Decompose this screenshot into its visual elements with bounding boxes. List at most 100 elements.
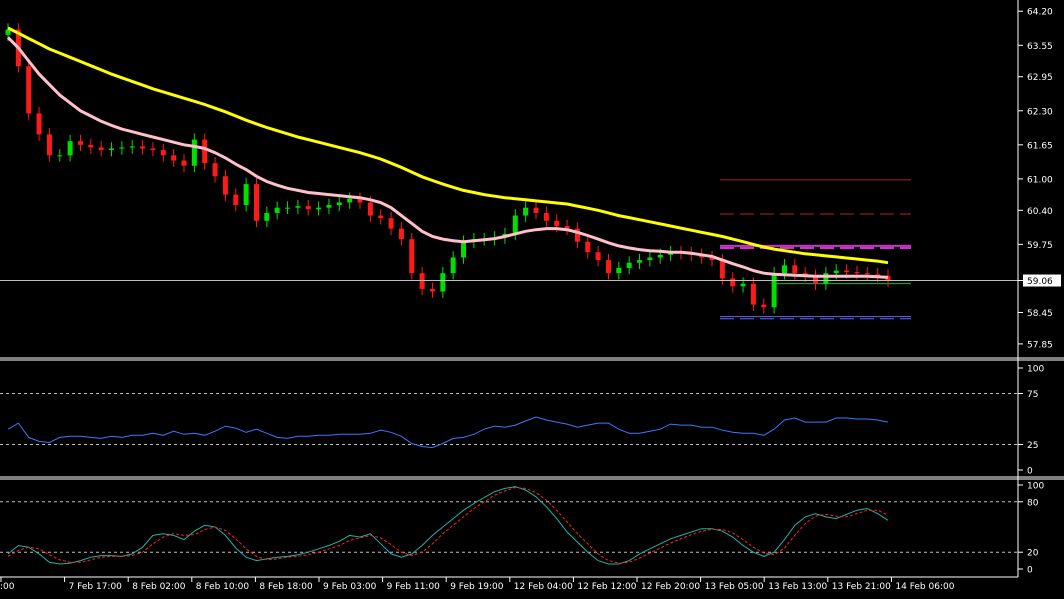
candle-body	[5, 29, 11, 35]
time-axis-label: 12 Feb 12:00	[577, 582, 636, 592]
candle-body	[637, 260, 643, 263]
candle-body	[429, 288, 435, 292]
candle-body	[512, 215, 518, 234]
candle-body	[26, 66, 32, 114]
candle-body	[109, 148, 115, 151]
candle-body	[833, 270, 839, 274]
candle-body	[36, 113, 42, 135]
candle-body	[844, 270, 850, 273]
candle-body	[647, 257, 653, 261]
candle-body	[46, 134, 52, 156]
candle-body	[440, 273, 446, 292]
candle-body	[750, 283, 756, 305]
candle-body	[285, 207, 291, 209]
candle-body	[761, 304, 767, 308]
time-axis-label: 7 Feb 17:00	[69, 582, 123, 592]
candle-body	[523, 207, 529, 216]
candle-body	[864, 273, 870, 275]
time-axis-label: 13 Feb 05:00	[705, 582, 764, 592]
candle-body	[357, 198, 363, 203]
current-price-label-box	[1023, 274, 1061, 287]
frames	[0, 0, 1064, 578]
time-axis-label: 9 Feb 11:00	[387, 582, 441, 592]
candle-body	[326, 205, 332, 208]
price-panel[interactable]	[0, 23, 1018, 320]
candles	[5, 23, 891, 314]
candle-body	[781, 265, 787, 274]
candle-body	[564, 226, 570, 229]
price-axis-label: 58.45	[1027, 309, 1053, 319]
candle-body	[388, 218, 394, 229]
candle-body	[419, 273, 425, 289]
candle-body	[771, 273, 777, 308]
time-axis-label: 12 Feb 20:00	[641, 582, 700, 592]
candle-body	[140, 146, 146, 149]
price-levels	[720, 179, 911, 320]
candle-body	[813, 275, 819, 284]
candle-body	[336, 202, 342, 206]
rsi-panel[interactable]	[0, 393, 1018, 449]
time-axis-label: 14 Feb 06:00	[895, 582, 954, 592]
candle-body	[367, 202, 373, 216]
candle-body	[316, 207, 322, 210]
rsi-axis-label: 0	[1027, 467, 1033, 477]
candle-body	[823, 273, 829, 284]
candle-body	[461, 241, 467, 258]
time-axis-label: 8 Feb 10:00	[196, 582, 250, 592]
rsi-axis-label: 75	[1027, 390, 1038, 400]
candle-body	[88, 144, 94, 148]
candle-body	[202, 139, 208, 164]
candle-body	[274, 207, 280, 213]
stochastic-axis: 100 80 20 0	[1018, 482, 1044, 576]
candle-body	[295, 206, 301, 208]
candle-body	[543, 212, 549, 221]
rsi-line	[7, 416, 889, 449]
candle-body	[347, 198, 353, 203]
candle-body	[450, 257, 456, 274]
rsi-axis: 100 75 25 0	[1018, 365, 1044, 477]
candle-body	[57, 155, 63, 157]
price-axis-label: 61.00	[1027, 175, 1053, 185]
price-axis-label: 62.30	[1027, 107, 1053, 117]
candle-body	[222, 176, 228, 195]
price-axis-label: 59.75	[1027, 241, 1053, 251]
candle-body	[875, 274, 881, 276]
candle-body	[264, 212, 270, 221]
price-axis-label: 60.40	[1027, 207, 1053, 217]
stochastic-axis-label: 100	[1027, 482, 1044, 492]
candle-body	[709, 257, 715, 261]
price-axis-label: 62.95	[1027, 73, 1053, 83]
candle-body	[409, 239, 415, 274]
price-axis-label: 57.85	[1027, 340, 1053, 350]
candle-body	[305, 206, 311, 210]
candle-body	[657, 254, 663, 258]
time-axis-label: :00	[0, 582, 15, 592]
time-axis-label: 9 Feb 03:00	[323, 582, 377, 592]
time-axis-label: 12 Feb 04:00	[514, 582, 573, 592]
candle-body	[98, 147, 104, 151]
stochastic-main-line	[7, 486, 889, 565]
candle-body	[626, 262, 632, 268]
rsi-axis-label: 25	[1027, 441, 1038, 451]
stochastic-axis-label: 20	[1027, 549, 1039, 559]
candle-body	[605, 260, 611, 274]
stochastic-panel[interactable]	[0, 486, 1018, 565]
candle-body	[212, 163, 218, 177]
time-axis-label: 8 Feb 02:00	[132, 582, 186, 592]
time-axis-label: 13 Feb 13:00	[768, 582, 827, 592]
candle-body	[719, 260, 725, 279]
time-axis-label: 9 Feb 19:00	[450, 582, 504, 592]
stochastic-axis-label: 80	[1027, 498, 1039, 508]
candle-body	[616, 267, 622, 274]
candle-body	[730, 278, 736, 287]
moving-average-fast-line	[6, 36, 889, 279]
candle-body	[191, 139, 197, 166]
candle-body	[885, 275, 891, 281]
price-axis-label: 59.06	[1027, 277, 1053, 287]
price-axis-label: 64.20	[1027, 8, 1053, 18]
candle-body	[119, 147, 125, 149]
candle-body	[171, 155, 177, 161]
candle-body	[181, 160, 187, 166]
candle-body	[585, 241, 591, 253]
